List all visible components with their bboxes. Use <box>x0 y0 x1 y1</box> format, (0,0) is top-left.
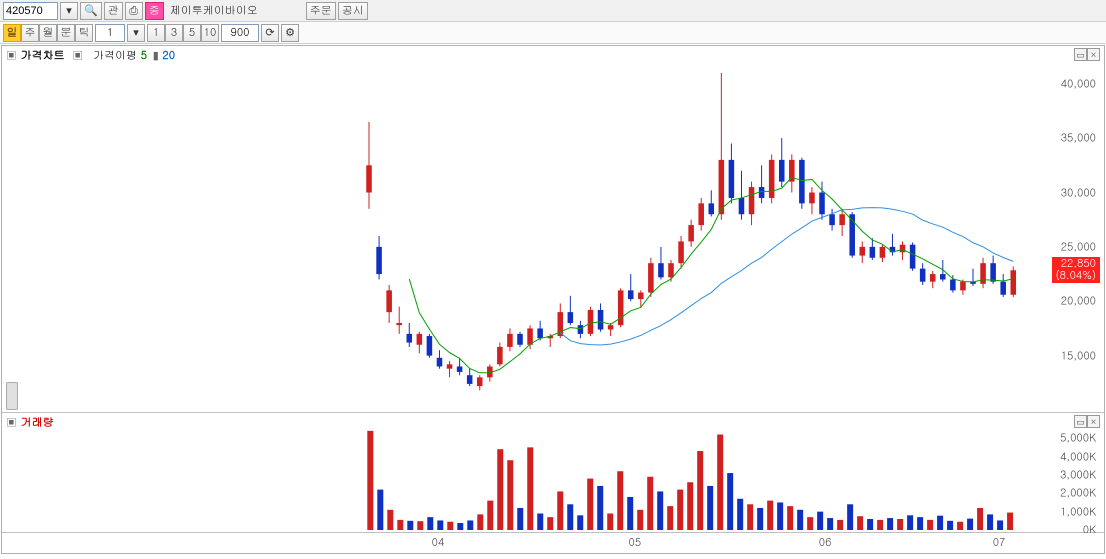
quick-3-button[interactable]: 3 <box>165 24 183 42</box>
timeframe-월-button[interactable]: 월 <box>39 24 57 42</box>
period-dropdown[interactable]: ▾ <box>127 24 145 42</box>
volume-chart-svg <box>6 429 1034 530</box>
period-input[interactable]: 1 <box>95 24 125 42</box>
x-tick: 04 <box>432 535 445 550</box>
panel-menu-button[interactable]: ▭ <box>1074 48 1087 61</box>
stock-code-input[interactable] <box>3 2 58 20</box>
panel-close-button[interactable]: × <box>1087 415 1100 428</box>
price-plot-area[interactable] <box>6 62 1034 410</box>
ma-indicator-icon[interactable]: ▣ <box>72 48 83 63</box>
price-ytick: 35,000 <box>1061 131 1096 146</box>
bar-count-input[interactable]: 900 <box>221 24 259 42</box>
price-ytick: 25,000 <box>1061 239 1096 254</box>
panel-menu-button[interactable]: ▭ <box>1074 415 1087 428</box>
timeframe-일-button[interactable]: 일 <box>3 24 21 42</box>
price-chart-title: 가격차트 <box>21 48 65 63</box>
timeframe-toolbar: 일주월분틱 1 ▾ 13510 900 ⟳ ⚙ <box>0 22 1106 44</box>
volume-ytick: 1,000K <box>1060 504 1096 519</box>
volume-title: 거래량 <box>21 415 54 430</box>
quick-10-button[interactable]: 10 <box>201 24 219 42</box>
volume-panel-controls: ▭ × <box>1074 415 1100 428</box>
price-chart-svg <box>6 62 1034 410</box>
price-panel-header: ▣ 가격차트 ▣ 가격이평 5 ▮ 20 <box>6 48 175 63</box>
price-ytick: 20,000 <box>1061 294 1096 309</box>
collapse-icon[interactable]: ▣ <box>6 415 17 430</box>
x-axis: 04 05 06 07 <box>2 533 1104 553</box>
stock-name-label: 제이투케이바이오 <box>166 2 262 20</box>
price-ytick: 15,000 <box>1061 348 1096 363</box>
volume-y-axis: 0K1,000K2,000K3,000K4,000K5,000K <box>1038 429 1100 530</box>
price-y-axis: 15,000 20,000 25,000 30,000 35,000 40,000 22,8… <box>1038 62 1100 410</box>
volume-ytick: 4,000K <box>1060 449 1096 464</box>
scroll-handle[interactable] <box>6 382 18 410</box>
ma20-indicator-icon[interactable]: ▮ <box>153 48 159 63</box>
watchlist-button[interactable]: 관 <box>104 2 123 20</box>
disclosure-button[interactable]: 공시 <box>338 2 368 20</box>
last-price-tag: 22,850(8.04%) <box>1052 257 1101 283</box>
price-panel: ▣ 가격차트 ▣ 가격이평 5 ▮ 20 ▭ × 15,000 20,000 25,… <box>2 46 1104 413</box>
timeframe-주-button[interactable]: 주 <box>21 24 39 42</box>
volume-panel-header: ▣ 거래량 <box>6 415 54 430</box>
ma20-label: 20 <box>162 48 175 63</box>
ma5-label: 5 <box>141 48 147 63</box>
settings-button[interactable]: ⚙ <box>281 24 299 42</box>
volume-plot-area[interactable] <box>6 429 1034 530</box>
ma-label: 가격이평 <box>93 48 137 63</box>
timeframe-틱-button[interactable]: 틱 <box>75 24 93 42</box>
code-dropdown-button[interactable]: ▾ <box>60 2 78 20</box>
x-tick: 05 <box>629 535 642 550</box>
top-toolbar: ▾ 🔍 관 ⎙ 증 제이투케이바이오 주문 공시 <box>0 0 1106 22</box>
collapse-icon[interactable]: ▣ <box>6 48 17 63</box>
panel-close-button[interactable]: × <box>1087 48 1100 61</box>
quick-1-button[interactable]: 1 <box>147 24 165 42</box>
quick-5-button[interactable]: 5 <box>183 24 201 42</box>
order-button[interactable]: 주문 <box>306 2 336 20</box>
x-tick: 06 <box>819 535 832 550</box>
volume-panel: ▣ 거래량 ▭ × 0K1,000K2,000K3,000K4,000K5,00… <box>2 413 1104 533</box>
x-tick: 07 <box>993 535 1006 550</box>
price-ytick: 30,000 <box>1061 185 1096 200</box>
refresh-button[interactable]: ⟳ <box>261 24 279 42</box>
market-badge: 증 <box>145 2 164 20</box>
volume-ytick: 2,000K <box>1060 486 1096 501</box>
search-button[interactable]: 🔍 <box>80 2 102 20</box>
timeframe-분-button[interactable]: 분 <box>57 24 75 42</box>
volume-ytick: 5,000K <box>1060 431 1096 446</box>
print-button[interactable]: ⎙ <box>125 2 143 20</box>
price-panel-controls: ▭ × <box>1074 48 1100 61</box>
price-ytick: 40,000 <box>1061 76 1096 91</box>
volume-ytick: 3,000K <box>1060 467 1096 482</box>
chart-container: ▣ 가격차트 ▣ 가격이평 5 ▮ 20 ▭ × 15,000 20,000 25,… <box>1 45 1105 554</box>
